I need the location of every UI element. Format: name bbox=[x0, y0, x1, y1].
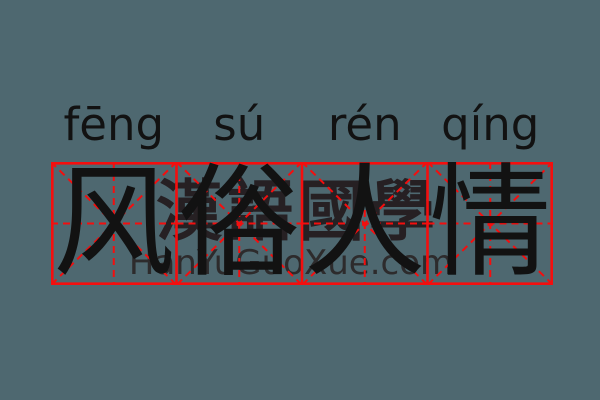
grid-outer-border bbox=[51, 162, 553, 285]
character-cell-2: 俗 bbox=[177, 162, 303, 285]
mizige-grid bbox=[51, 162, 553, 285]
character-cell-1: 风 bbox=[51, 162, 177, 285]
hanzi-character-3: 人 bbox=[303, 152, 426, 294]
pinyin-row: fēng sú rén qíng bbox=[51, 98, 553, 152]
hanzi-character-1: 风 bbox=[52, 152, 175, 294]
character-cell-4: 情 bbox=[428, 162, 554, 285]
pinyin-syllable-2: sú bbox=[213, 98, 266, 151]
cell-guides-1 bbox=[51, 162, 178, 285]
characters-row: 风 俗 人 情 bbox=[51, 162, 553, 285]
pinyin-syllable-1: fēng bbox=[63, 98, 165, 151]
cell-guides-2 bbox=[175, 162, 303, 285]
hanzi-character-2: 俗 bbox=[178, 152, 301, 294]
cell-guides-4 bbox=[426, 162, 553, 285]
cell-guides-3 bbox=[301, 162, 429, 285]
hanzi-character-4: 情 bbox=[429, 152, 552, 294]
pinyin-syllable-3: rén bbox=[327, 98, 402, 151]
character-cell-3: 人 bbox=[302, 162, 428, 285]
pinyin-syllable-4: qíng bbox=[441, 98, 540, 151]
